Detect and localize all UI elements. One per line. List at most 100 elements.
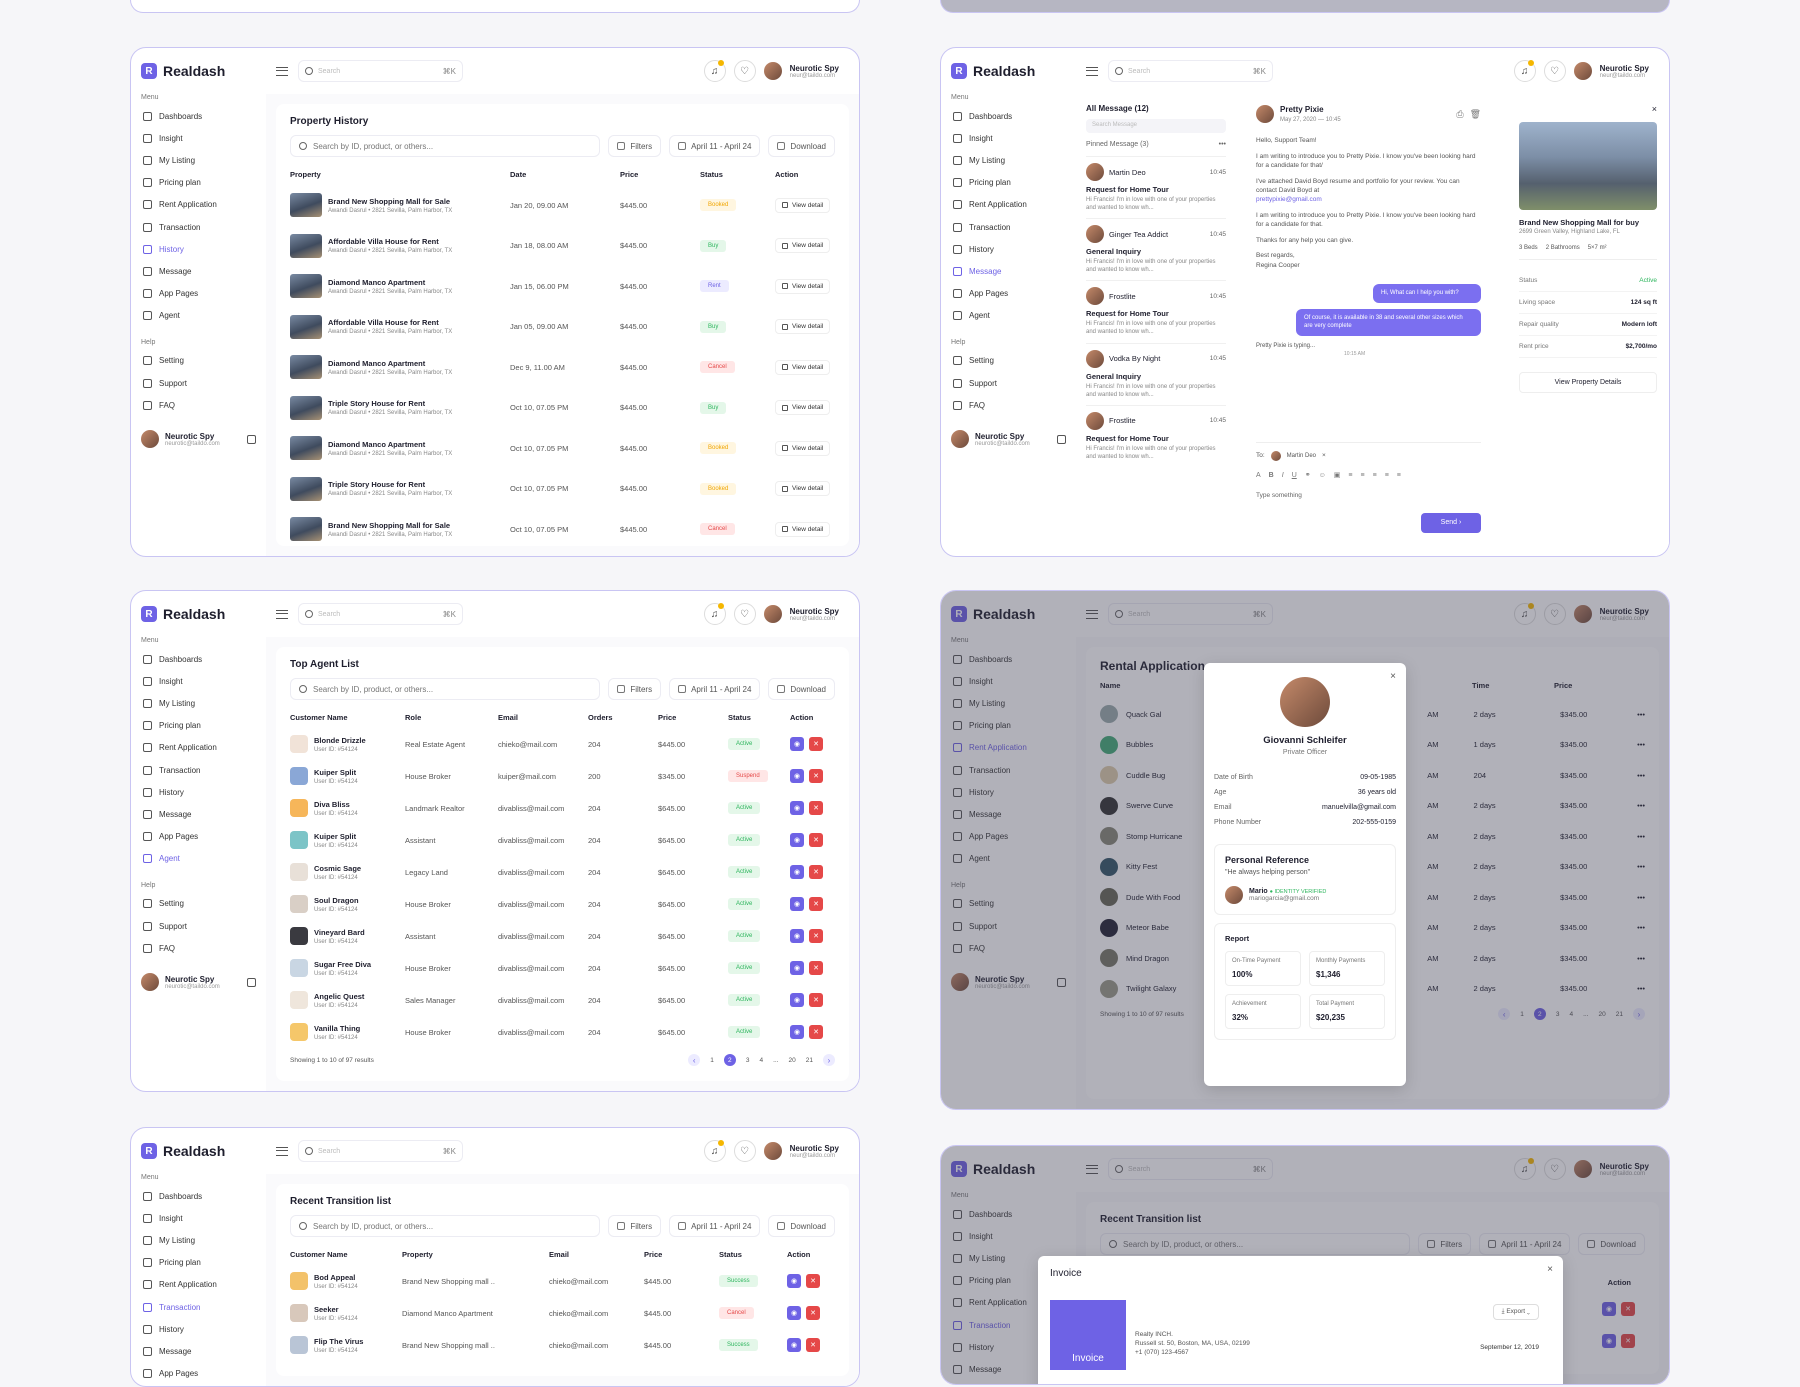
sidebar-item-setting[interactable]: Setting [141, 893, 256, 915]
align-right-icon[interactable]: ≡ [1396, 472, 1401, 479]
col-price[interactable]: Price [1554, 681, 1573, 690]
sidebar-item-my-listing[interactable]: My Listing [141, 149, 256, 171]
search-input[interactable]: Search ⌘K [1108, 1158, 1273, 1180]
date-range-button[interactable]: April 11 - April 24 [1479, 1233, 1571, 1255]
logout-icon[interactable] [1057, 434, 1066, 444]
view-detail-button[interactable]: View detail [775, 400, 831, 416]
table-row[interactable]: Diamond Manco Apartment Awandi Dasrul • 2… [290, 347, 835, 388]
page-button[interactable]: 1 [1520, 1010, 1524, 1018]
page-button[interactable]: 21 [1615, 1010, 1623, 1018]
heart-icon[interactable]: ♡ [733, 60, 756, 82]
sidebar-item-message[interactable]: Message [951, 803, 1066, 825]
sidebar-item-pricing-plan[interactable]: Pricing plan [141, 715, 256, 737]
close-icon[interactable]: × [1390, 671, 1396, 682]
close-icon[interactable]: × [1322, 452, 1326, 460]
view-icon[interactable]: ◉ [1602, 1334, 1616, 1348]
logout-icon[interactable] [1057, 977, 1066, 987]
sidebar-item-agent[interactable]: Agent [141, 305, 256, 327]
view-icon[interactable]: ◉ [1602, 1302, 1616, 1316]
sidebar-item-pricing-plan[interactable]: Pricing plan [951, 715, 1066, 737]
export-button[interactable]: ⤓ Export ⌄ [1492, 1304, 1539, 1320]
delete-icon[interactable]: ✕ [809, 737, 823, 751]
more-icon[interactable]: ••• [1637, 892, 1645, 902]
sidebar-item-rent-application[interactable]: Rent Application [951, 737, 1066, 759]
sidebar-profile[interactable]: Neurotic Spy neurotic@taildo.com [951, 430, 1066, 449]
next-page-button[interactable]: › [823, 1054, 835, 1066]
table-row[interactable]: Blonde Drizzle User ID: #54124 Real Estate… [290, 728, 835, 760]
sidebar-item-dashboards[interactable]: Dashboards [141, 1185, 256, 1207]
logo[interactable]: R Realdash [951, 603, 1066, 625]
table-row[interactable]: Quack Gal AM 2 days $345.00 ••• [1100, 699, 1645, 730]
sidebar-item-transaction[interactable]: Transaction [141, 759, 256, 781]
col-property[interactable]: Property [290, 170, 321, 179]
sidebar-item-faq[interactable]: FAQ [141, 394, 256, 416]
sidebar-item-support[interactable]: Support [951, 372, 1066, 394]
sidebar-item-insight[interactable]: Insight [141, 670, 256, 692]
more-icon[interactable]: ••• [1637, 740, 1645, 750]
col-name[interactable]: Name [1100, 681, 1121, 690]
emoji-icon[interactable]: ☺ [1318, 472, 1326, 479]
table-row[interactable]: Flip The Virus User ID: #54124 Brand New S… [290, 1329, 835, 1361]
sidebar-item-transaction[interactable]: Transaction [951, 216, 1066, 238]
page-button[interactable]: 4 [759, 1056, 764, 1064]
view-detail-button[interactable]: View detail [775, 197, 831, 213]
col-status[interactable]: Status [700, 170, 723, 179]
sidebar-item-dashboards[interactable]: Dashboards [951, 1203, 1066, 1225]
view-detail-button[interactable]: View detail [775, 440, 831, 456]
delete-icon[interactable]: ✕ [809, 769, 823, 783]
sidebar-item-my-listing[interactable]: My Listing [141, 692, 256, 714]
col-status[interactable]: Status [719, 1250, 742, 1259]
delete-icon[interactable]: ✕ [809, 801, 823, 815]
page-button[interactable]: 21 [805, 1056, 813, 1064]
sidebar-item-dashboards[interactable]: Dashboards [951, 105, 1066, 127]
view-icon[interactable]: ◉ [790, 833, 804, 847]
sidebar-item-my-listing[interactable]: My Listing [141, 1229, 256, 1251]
sidebar-item-transaction[interactable]: Transaction [951, 1314, 1066, 1336]
sidebar-item-transaction[interactable]: Transaction [141, 216, 256, 238]
filters-button[interactable]: Filters [608, 678, 662, 700]
more-icon[interactable]: ••• [1637, 953, 1645, 963]
date-range-button[interactable]: April 11 - April 24 [669, 135, 761, 157]
table-row[interactable]: Bubbles AM 1 days $345.00 ••• [1100, 730, 1645, 761]
view-detail-button[interactable]: View detail [775, 238, 831, 254]
sidebar-item-pricing-plan[interactable]: Pricing plan [141, 172, 256, 194]
table-row[interactable]: Triple Story House for Rent Awandi Dasrul… [290, 469, 835, 510]
page-button[interactable]: 3 [1555, 1010, 1560, 1018]
font-icon[interactable]: A [1256, 472, 1261, 479]
compose-input[interactable]: Type something [1256, 492, 1302, 500]
close-icon[interactable]: × [1547, 1264, 1553, 1275]
menu-toggle-icon[interactable] [1086, 1164, 1098, 1174]
view-icon[interactable]: ◉ [790, 897, 804, 911]
sidebar-profile[interactable]: Neurotic Spy neurotic@taildo.com [141, 973, 256, 992]
table-row[interactable]: Dude With Food AM 2 days $345.00 ••• [1100, 882, 1645, 913]
message-item[interactable]: Vodka By Night 10:45 General Inquiry Hi Fra… [1086, 342, 1226, 405]
prev-page-button[interactable]: ‹ [688, 1054, 701, 1066]
search-input[interactable]: Search ⌘K [298, 60, 463, 82]
logout-icon[interactable] [247, 434, 256, 444]
sidebar-item-message[interactable]: Message [951, 260, 1066, 282]
more-icon[interactable]: ••• [1637, 801, 1645, 811]
menu-toggle-icon[interactable] [276, 609, 288, 619]
table-row[interactable]: Angelic Quest User ID: #54124 Sales Manage… [290, 984, 835, 1016]
col-price[interactable]: Price [644, 1250, 663, 1259]
chat-email-link[interactable]: prettypixie@gmail.com [1256, 196, 1322, 204]
table-row[interactable]: Cuddle Bug AM 204 $345.00 ••• [1100, 760, 1645, 791]
col-price[interactable]: Price [658, 713, 677, 722]
table-row[interactable]: Diamond Manco Apartment Awandi Dasrul • 2… [290, 428, 835, 469]
sidebar-item-rent-application[interactable]: Rent Application [951, 194, 1066, 216]
sidebar-item-history[interactable]: History [141, 781, 256, 803]
numbered-list-icon[interactable]: ≡ [1360, 472, 1365, 479]
sidebar-item-faq[interactable]: FAQ [951, 937, 1066, 959]
delete-icon[interactable]: ✕ [809, 833, 823, 847]
page-button[interactable]: 1 [710, 1056, 714, 1064]
table-row[interactable]: Vanilla Thing User ID: #54124 House Broker… [290, 1016, 835, 1048]
menu-toggle-icon[interactable] [1086, 66, 1098, 76]
message-search-input[interactable]: Search Message [1086, 119, 1226, 133]
view-icon[interactable]: ◉ [790, 993, 804, 1007]
table-row[interactable]: Brand New Shopping Mall for Sale Awandi D… [290, 509, 835, 550]
sidebar-item-my-listing[interactable]: My Listing [951, 692, 1066, 714]
view-icon[interactable]: ◉ [787, 1338, 801, 1352]
table-row[interactable]: Cosmic Sage User ID: #54124 Legacy Land div… [290, 856, 835, 888]
table-search-input[interactable]: Search by ID, product, or others... [290, 1215, 601, 1237]
download-button[interactable]: Download [768, 678, 835, 700]
